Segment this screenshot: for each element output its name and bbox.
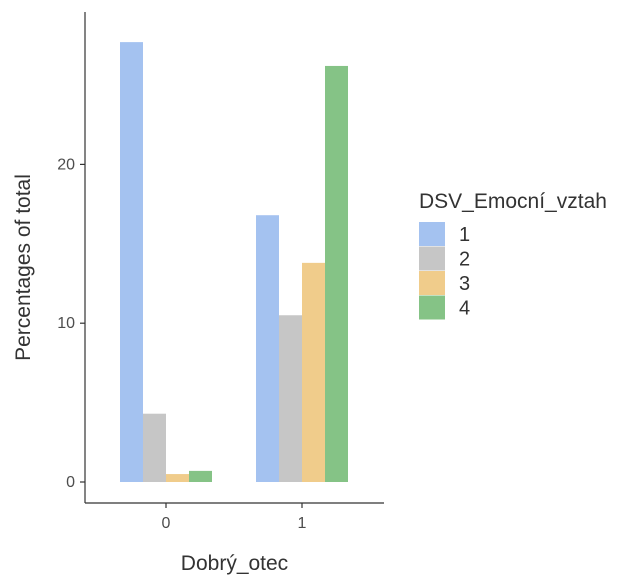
x-axis-title: Dobrý_otec	[181, 552, 288, 575]
legend-label-4: 4	[459, 298, 470, 320]
legend-swatch-2	[419, 246, 445, 271]
x-tick-label: 1	[298, 515, 307, 532]
x-tick-label: 0	[162, 515, 171, 532]
y-axis-title: Percentages of total	[12, 174, 35, 361]
legend-swatch-4	[419, 295, 445, 320]
legend-label-3: 3	[459, 273, 470, 295]
legend-swatch-1	[419, 222, 445, 246]
legend: DSV_Emocní_vztah 1 23 4	[419, 190, 607, 320]
legend-title: DSV_Emocní_vztah	[419, 190, 607, 213]
bar-0-series-2	[143, 413, 166, 482]
legend-items: 1 23 4	[419, 222, 470, 320]
legend-label-1: 1	[459, 224, 470, 246]
bar-0-series-1	[120, 42, 143, 482]
legend-swatch-3	[419, 271, 445, 295]
y-axis-ticks: 0 10 20	[57, 156, 85, 491]
y-tick-label: 10	[57, 315, 75, 332]
legend-label-2: 2	[459, 249, 470, 271]
y-tick-label: 0	[66, 474, 75, 491]
bar-1-series-3	[302, 262, 325, 482]
plot-area	[120, 42, 348, 483]
bar-1-series-4	[325, 65, 348, 483]
bar-0-series-3	[166, 474, 189, 482]
bar-1-series-1	[256, 215, 279, 482]
bar-1-series-2	[279, 315, 302, 482]
y-tick-label: 20	[57, 156, 75, 173]
bar-0-series-4	[189, 470, 212, 482]
